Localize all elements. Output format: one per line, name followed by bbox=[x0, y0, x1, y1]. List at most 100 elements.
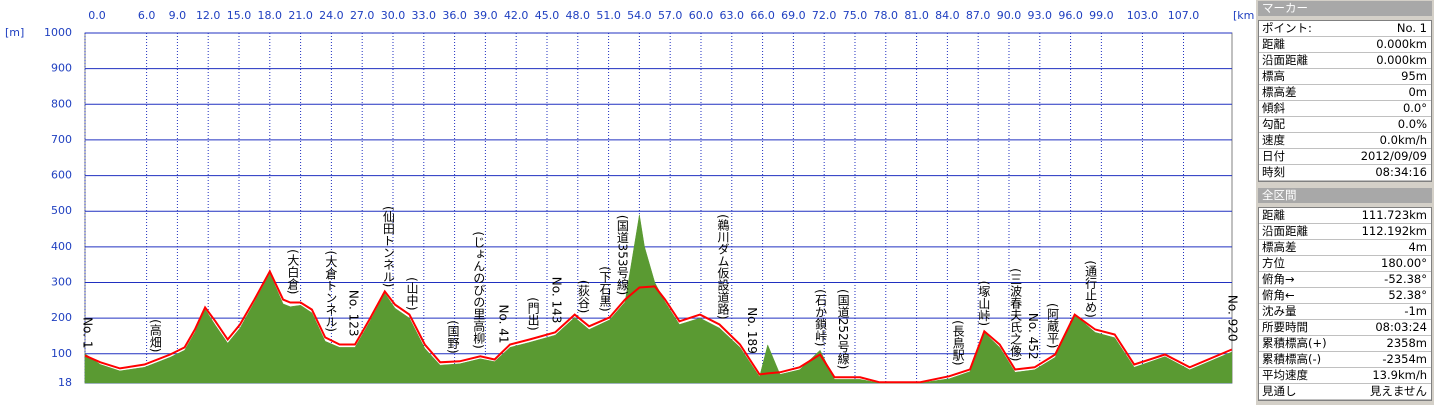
waypoint-label: (仙田トンネル) bbox=[381, 206, 395, 287]
info-value: 112.192km bbox=[1361, 224, 1427, 238]
info-key: 標高差 bbox=[1262, 240, 1297, 254]
waypoint-label: (国野) bbox=[446, 320, 460, 353]
waypoint-label: No. 920 bbox=[1225, 295, 1239, 342]
waypoint-label: (じょんのびの里高柳) bbox=[472, 231, 486, 348]
info-value: 2012/09/09 bbox=[1360, 149, 1427, 163]
waypoint-label: (山中) bbox=[405, 277, 419, 310]
info-row: 時刻 08:34:16 bbox=[1259, 165, 1431, 181]
info-key: 方位 bbox=[1262, 256, 1285, 270]
info-row: 標高 95m bbox=[1259, 69, 1431, 85]
info-row: 方位 180.00° bbox=[1259, 256, 1431, 272]
y-tick-label: 500 bbox=[51, 204, 72, 217]
info-value: 4m bbox=[1408, 240, 1427, 254]
info-row: 沿面距離 0.000km bbox=[1259, 53, 1431, 69]
info-key: 所要時間 bbox=[1262, 320, 1308, 334]
info-value: 0.0km/h bbox=[1379, 133, 1427, 147]
waypoint-label: (高畑) bbox=[148, 319, 162, 352]
info-value: 2358m bbox=[1386, 336, 1427, 350]
waypoint-label: (国道353号線) bbox=[615, 215, 629, 295]
info-value: 0.0° bbox=[1402, 101, 1427, 115]
y-tick-label: 18 bbox=[58, 376, 72, 389]
info-value: 0.0% bbox=[1397, 117, 1427, 131]
x-tick-label: 6.0 bbox=[138, 9, 156, 22]
info-key: 見通し bbox=[1262, 384, 1297, 398]
info-key: 平均速度 bbox=[1262, 368, 1308, 382]
y-tick-label: 700 bbox=[51, 133, 72, 146]
info-row: ポイント: No. 1 bbox=[1259, 21, 1431, 37]
x-tick-label: 96.0 bbox=[1058, 9, 1083, 22]
info-value: 0m bbox=[1408, 85, 1427, 99]
x-tick-label: 60.0 bbox=[689, 9, 714, 22]
info-key: 距離 bbox=[1262, 208, 1285, 222]
x-tick-label: 78.0 bbox=[874, 9, 899, 22]
marker-table: ポイント: No. 1 距離 0.000km 沿面距離 0.000km 標高 95m 標高差 0m… bbox=[1258, 20, 1432, 182]
x-tick-label: 27.0 bbox=[350, 9, 375, 22]
x-tick-label: 48.0 bbox=[566, 9, 591, 22]
x-unit: [km] bbox=[1233, 9, 1254, 22]
x-tick-label: 24.0 bbox=[319, 9, 344, 22]
info-value: 08:03:24 bbox=[1375, 320, 1427, 334]
info-row: 俯角→ -52.38° bbox=[1259, 272, 1431, 288]
waypoint-label: No. 452 bbox=[1026, 313, 1040, 360]
info-key: 沿面距離 bbox=[1262, 53, 1308, 67]
y-tick-label: 1000 bbox=[44, 26, 72, 39]
x-tick-label: 0.0 bbox=[88, 9, 106, 22]
waypoint-label: (門出) bbox=[526, 297, 540, 330]
x-tick-label: 54.0 bbox=[627, 9, 652, 22]
waypoint-label: No. 41 bbox=[496, 304, 510, 343]
waypoint-label: (大白倉) bbox=[286, 249, 300, 294]
waypoint-label: No. 189 bbox=[745, 307, 759, 354]
x-tick-label: 72.0 bbox=[812, 9, 837, 22]
x-tick-label: 45.0 bbox=[535, 9, 560, 22]
info-value: 111.723km bbox=[1361, 208, 1427, 222]
waypoint-label: (三波春夫氏之像) bbox=[1009, 268, 1023, 361]
waypoint-label: No. 123 bbox=[346, 290, 360, 337]
info-value: -52.38° bbox=[1384, 272, 1427, 286]
profile-chart: [m] [km] 18 100 200 300 400 500 600 700 800 900 10… bbox=[5, 9, 1254, 389]
x-tick-label: 18.0 bbox=[258, 9, 283, 22]
y-tick-label: 900 bbox=[51, 62, 72, 75]
y-tick-label: 100 bbox=[51, 347, 72, 360]
info-value: -2354m bbox=[1382, 352, 1427, 366]
info-row: 距離 111.723km bbox=[1259, 208, 1431, 224]
x-tick-label: 9.0 bbox=[169, 9, 187, 22]
info-value: 95m bbox=[1401, 69, 1427, 83]
info-row: 標高差 4m bbox=[1259, 240, 1431, 256]
waypoint-label: (阿蔵平) bbox=[1046, 303, 1060, 348]
info-row: 見通し 見えません bbox=[1259, 384, 1431, 400]
x-tick-label: 39.0 bbox=[473, 9, 498, 22]
panel-header: 全区間 bbox=[1258, 188, 1432, 203]
y-tick-label: 600 bbox=[51, 169, 72, 182]
x-tick-label: 90.0 bbox=[997, 9, 1022, 22]
info-row: 日付 2012/09/09 bbox=[1259, 149, 1431, 165]
x-tick-label: 12.0 bbox=[196, 9, 221, 22]
info-value: 52.38° bbox=[1388, 288, 1427, 302]
info-value: No. 1 bbox=[1396, 21, 1427, 35]
x-tick-label: 33.0 bbox=[412, 9, 437, 22]
info-key: ポイント: bbox=[1262, 21, 1312, 35]
waypoint-label: (石か鎖峠) bbox=[814, 289, 828, 346]
waypoint-label: (塚山峠) bbox=[977, 281, 991, 326]
info-row: 俯角← 52.38° bbox=[1259, 288, 1431, 304]
info-row: 沈み量 -1m bbox=[1259, 304, 1431, 320]
waypoint-label: (大倉トンネル) bbox=[324, 251, 338, 332]
info-value: 180.00° bbox=[1381, 256, 1427, 270]
info-key: 日付 bbox=[1262, 149, 1285, 163]
terrain-area bbox=[84, 214, 1233, 384]
x-tick-label: 87.0 bbox=[966, 9, 991, 22]
waypoint-label: (鵜川ダム仮設道路) bbox=[716, 214, 730, 319]
info-value: 見えません bbox=[1369, 384, 1427, 398]
x-tick-label: 99.0 bbox=[1089, 9, 1114, 22]
x-tick-label: 36.0 bbox=[442, 9, 467, 22]
x-tick-label: 75.0 bbox=[843, 9, 868, 22]
x-tick-label: 69.0 bbox=[781, 9, 806, 22]
waypoint-label: (国道252号線) bbox=[836, 289, 850, 369]
x-tick-label: 42.0 bbox=[504, 9, 529, 22]
x-tick-label: 57.0 bbox=[658, 9, 683, 22]
y-tick-label: 200 bbox=[51, 311, 72, 324]
info-key: 沿面距離 bbox=[1262, 224, 1308, 238]
info-key: 累積標高(-) bbox=[1262, 352, 1322, 366]
info-key: 勾配 bbox=[1262, 117, 1285, 131]
waypoint-label: No. 1 bbox=[81, 317, 95, 348]
